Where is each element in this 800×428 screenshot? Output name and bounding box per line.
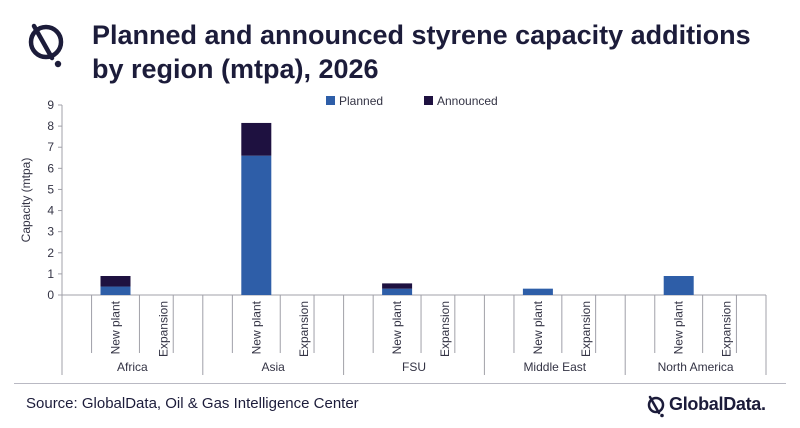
chart-area: 0 1 2 3 4 5 6 7 8 9 Capacity (mtpa) New plant Expans… xyxy=(19,94,767,375)
group-label: North America xyxy=(658,360,734,374)
subcategory-label: New plant xyxy=(109,300,123,354)
bar-planned xyxy=(241,155,272,295)
y-tick-label: 6 xyxy=(47,161,54,175)
legend-swatch-planned xyxy=(326,96,335,105)
subcategory-label: Expansion xyxy=(156,301,170,357)
y-tick-label: 2 xyxy=(47,246,54,260)
bar-planned xyxy=(100,286,131,295)
globaldata-logo-icon xyxy=(647,395,665,418)
group-label: FSU xyxy=(402,360,426,374)
bar-planned xyxy=(522,288,553,295)
group-label: Middle East xyxy=(523,360,586,374)
bar-announced xyxy=(382,283,413,289)
y-tick-label: 1 xyxy=(47,267,54,281)
subcategory-label: New plant xyxy=(390,300,404,354)
subcategory-label: New plant xyxy=(672,300,686,354)
group-label: Africa xyxy=(117,360,148,374)
chart-title: Planned and announced styrene capacity a… xyxy=(92,20,751,84)
y-tick-label: 4 xyxy=(47,204,54,218)
legend-label-announced: Announced xyxy=(437,94,498,108)
header: Planned and announced styrene capacity a… xyxy=(0,0,800,95)
bar-planned xyxy=(663,276,694,295)
y-tick-label: 3 xyxy=(47,225,54,239)
subcategory-label: Expansion xyxy=(438,301,452,357)
bar-planned xyxy=(382,288,413,295)
globaldata-logo-icon xyxy=(28,23,64,68)
y-tick-label: 8 xyxy=(47,119,54,133)
source-note: Source: GlobalData, Oil & Gas Intelligen… xyxy=(26,395,359,412)
y-tick-label: 5 xyxy=(47,182,54,196)
subcategory-label: Expansion xyxy=(579,301,593,357)
legend-label-planned: Planned xyxy=(339,94,383,108)
bar-announced xyxy=(100,276,131,287)
y-axis-title: Capacity (mtpa) xyxy=(19,158,33,243)
y-tick-label: 7 xyxy=(47,140,54,154)
footer-divider xyxy=(14,383,786,384)
y-tick-label: 0 xyxy=(47,288,54,302)
subcategory-label: Expansion xyxy=(720,301,734,357)
subcategory-label: New plant xyxy=(531,300,545,354)
bar-announced xyxy=(241,122,272,156)
subcategory-label: New plant xyxy=(249,300,263,354)
group-label: Asia xyxy=(262,360,286,374)
y-tick-label: 9 xyxy=(47,98,54,112)
brand-logo: GlobalData. xyxy=(645,392,785,420)
subcategory-label: Expansion xyxy=(297,301,311,357)
brand-name: GlobalData. xyxy=(669,394,766,414)
legend-swatch-announced xyxy=(424,96,433,105)
